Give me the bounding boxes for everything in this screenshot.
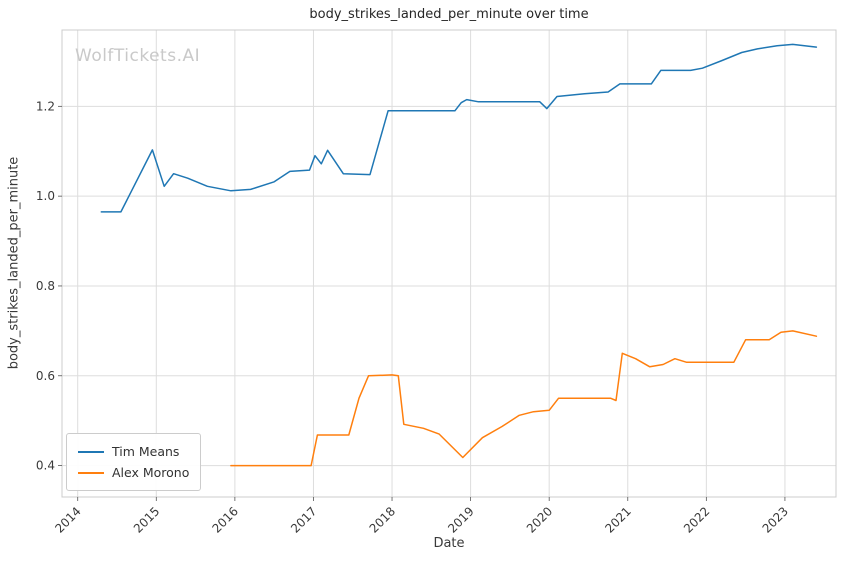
x-tick-label: 2023 <box>760 504 791 535</box>
watermark: WolfTickets.AI <box>75 46 201 66</box>
y-tick-label: 0.8 <box>36 279 55 293</box>
legend-swatch <box>78 471 104 474</box>
x-tick-label: 2018 <box>367 504 398 535</box>
legend-swatch <box>78 450 104 453</box>
y-axis-label: body_strikes_landed_per_minute <box>6 156 22 370</box>
x-tick-label: 2022 <box>681 504 712 535</box>
legend-label: Alex Morono <box>112 465 190 480</box>
x-tick-label: 2016 <box>209 504 240 535</box>
x-tick-label: 2019 <box>445 504 476 535</box>
x-tick-label: 2017 <box>288 504 319 535</box>
chart-title: body_strikes_landed_per_minute over time <box>309 7 589 22</box>
legend-entry: Alex Morono <box>78 462 189 483</box>
x-tick-label: 2021 <box>602 504 633 535</box>
y-tick-label: 0.4 <box>36 459 55 473</box>
legend-label: Tim Means <box>112 444 180 459</box>
y-tick-label: 0.6 <box>36 369 55 383</box>
series-line <box>230 330 818 467</box>
plot-border <box>61 29 837 498</box>
x-tick-label: 2015 <box>131 504 162 535</box>
y-tick-label: 1.0 <box>36 189 55 203</box>
x-tick-label: 2014 <box>52 504 83 535</box>
series-line <box>100 43 818 213</box>
legend-entry: Tim Means <box>78 441 189 462</box>
x-tick-label: 2020 <box>524 504 555 535</box>
y-tick-label: 1.2 <box>36 99 55 113</box>
x-axis-label: Date <box>433 536 465 551</box>
legend: Tim Means Alex Morono <box>66 433 202 491</box>
